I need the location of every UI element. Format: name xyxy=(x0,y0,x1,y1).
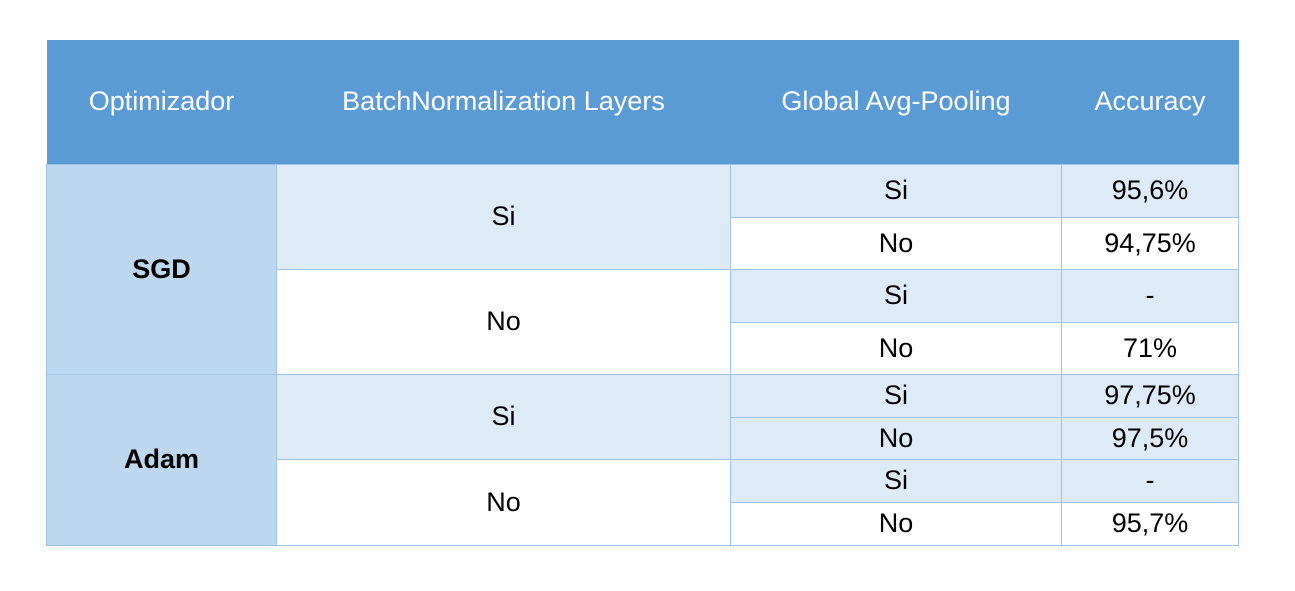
accuracy-cell: 71% xyxy=(1061,321,1239,375)
pooling-cell: No xyxy=(730,501,1062,546)
batchnorm-cell: No xyxy=(276,268,731,375)
accuracy-cell: 95,7% xyxy=(1061,501,1239,546)
header-row: Optimizador BatchNormalization Layers Gl… xyxy=(46,40,1239,164)
pooling-cell: Si xyxy=(730,268,1062,323)
pooling-cell: No xyxy=(730,416,1062,460)
accuracy-cell: - xyxy=(1061,458,1239,503)
pooling-cell: No xyxy=(730,321,1062,375)
table-row: No 95,7% xyxy=(47,501,1239,546)
optimizer-cell: Adam xyxy=(46,373,277,546)
accuracy-cell: 95,6% xyxy=(1061,163,1239,218)
batchnorm-cell: Si xyxy=(276,373,731,460)
pooling-cell: Si xyxy=(730,458,1062,503)
optimizer-cell: SGD xyxy=(46,163,277,375)
pooling-cell: Si xyxy=(730,163,1062,218)
accuracy-cell: 94,75% xyxy=(1061,216,1239,270)
accuracy-cell: 97,5% xyxy=(1061,416,1239,460)
batchnorm-cell: Si xyxy=(276,163,731,270)
table-row: Adam Si Si 97,75% xyxy=(46,373,1239,546)
accuracy-cell: - xyxy=(1061,268,1239,323)
results-table: Optimizador BatchNormalization Layers Gl… xyxy=(46,40,1239,546)
pooling-cell: No xyxy=(730,216,1062,270)
pooling-cell: Si xyxy=(730,373,1062,418)
batchnorm-cell: No xyxy=(276,458,731,546)
table-row: No 97,5% xyxy=(47,416,1239,460)
table-row: No Si - xyxy=(47,458,1239,546)
table-row: SGD Si Si 95,6% xyxy=(46,163,1239,375)
table-row: No 71% xyxy=(47,321,1239,375)
header-batchnorm: BatchNormalization Layers xyxy=(276,40,731,164)
header-accuracy: Accuracy xyxy=(1061,40,1239,164)
accuracy-cell: 97,75% xyxy=(1061,373,1239,418)
header-optimizer: Optimizador xyxy=(46,40,277,164)
table-row: No 94,75% xyxy=(47,216,1239,270)
header-pooling: Global Avg-Pooling xyxy=(730,40,1062,164)
